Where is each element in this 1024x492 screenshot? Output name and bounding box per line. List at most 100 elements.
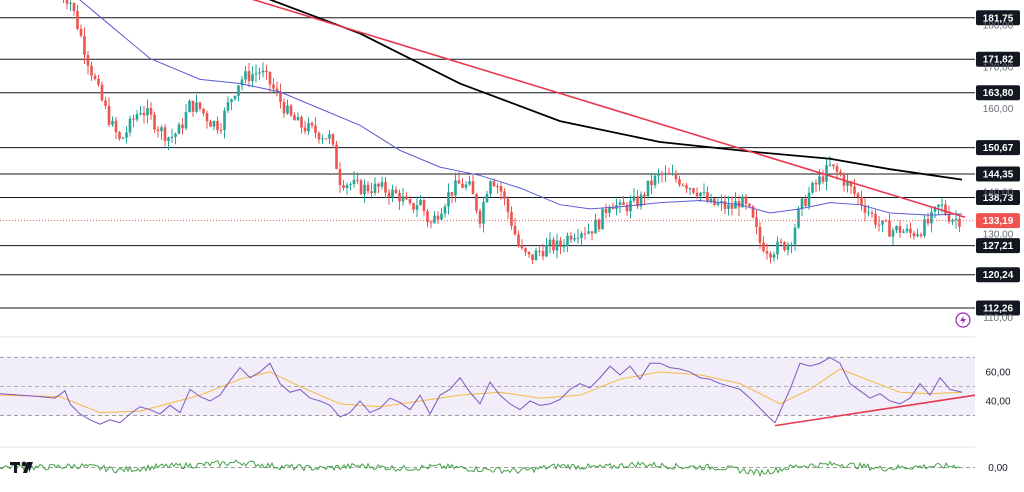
candle-down — [888, 221, 891, 237]
candle-up — [489, 181, 492, 194]
long-ma-line — [268, 0, 963, 181]
candle-up — [363, 184, 366, 195]
candle-down — [279, 91, 282, 102]
candle-up — [195, 102, 198, 112]
candle-down — [265, 70, 268, 72]
candle-up — [954, 218, 958, 221]
candle-down — [877, 224, 881, 226]
candle-up — [699, 192, 702, 197]
level-label: 181,75 — [983, 13, 1014, 24]
candle-up — [447, 192, 450, 207]
candle-up — [632, 196, 636, 201]
candle-down — [769, 253, 772, 258]
candle-down — [268, 71, 272, 85]
candle-up — [485, 193, 489, 203]
candle-down — [765, 251, 769, 254]
candle-up — [601, 208, 604, 230]
candle-up — [940, 204, 944, 206]
candle-up — [727, 204, 730, 209]
candle-down — [839, 171, 842, 176]
candle-up — [212, 120, 216, 127]
candle-up — [139, 112, 142, 115]
trendlines — [251, 0, 966, 218]
tradingview-logo — [10, 461, 33, 473]
downtrend-line — [251, 0, 966, 218]
candle-down — [107, 105, 111, 125]
candle-down — [909, 228, 912, 234]
rsi-tick-label: 40,00 — [985, 396, 1010, 407]
candle-up — [433, 215, 436, 223]
candle-down — [478, 210, 482, 224]
candle-down — [338, 169, 342, 186]
candle-down — [538, 250, 541, 252]
candle-up — [230, 99, 233, 103]
candle-up — [702, 192, 706, 194]
candle-down — [384, 182, 387, 193]
candle-up — [258, 72, 261, 74]
candle-down — [72, 2, 76, 12]
candle-up — [69, 2, 72, 4]
candle-down — [863, 205, 867, 213]
candle-down — [65, 0, 69, 4]
candle-up — [440, 213, 443, 220]
level-label-box — [976, 189, 1020, 205]
candle-down — [762, 242, 765, 252]
candle-down — [706, 192, 709, 202]
candle-down — [912, 233, 916, 237]
candle-up — [233, 95, 237, 100]
rsi-line — [0, 356, 963, 425]
candle-down — [457, 180, 461, 184]
level-label: 163,80 — [983, 88, 1014, 99]
candle-up — [254, 73, 258, 75]
candle-up — [608, 207, 611, 213]
candle-down — [849, 181, 853, 187]
candle-down — [681, 184, 685, 186]
candle-down — [559, 240, 562, 248]
candle-down — [202, 108, 205, 114]
candle-down — [779, 241, 783, 243]
candle-down — [499, 186, 503, 192]
candle-down — [597, 219, 601, 230]
candle-up — [576, 237, 580, 239]
candle-down — [692, 188, 695, 193]
candle-down — [524, 248, 527, 252]
candle-down — [650, 180, 653, 186]
candle-up — [671, 173, 674, 175]
candle-up — [321, 138, 324, 140]
candle-down — [751, 206, 755, 218]
candle-down — [76, 11, 79, 29]
candle-up — [482, 202, 485, 224]
candle-up — [716, 202, 720, 205]
candle-up — [464, 184, 468, 188]
rsi-trendline — [774, 394, 976, 427]
candle-down — [429, 222, 433, 224]
candle-up — [933, 206, 937, 212]
candle-down — [520, 245, 524, 249]
candle-up — [905, 228, 909, 232]
candle-down — [387, 192, 391, 198]
candle-up — [454, 180, 457, 196]
candle-down — [958, 218, 961, 228]
level-label-box — [976, 140, 1020, 156]
price-tick-label: 110,00 — [983, 313, 1013, 324]
candle-down — [832, 164, 835, 167]
candle-down — [90, 65, 93, 76]
candle-down — [405, 196, 408, 200]
moving-averages — [79, 0, 963, 216]
lightning-icon[interactable] — [955, 312, 971, 328]
level-label-box — [976, 238, 1020, 254]
candlestick-series — [63, 0, 961, 265]
candle-down — [730, 204, 734, 209]
candle-down — [674, 173, 678, 180]
level-label: 127,21 — [983, 241, 1014, 252]
candle-down — [552, 239, 555, 251]
candle-up — [930, 211, 933, 224]
candle-up — [286, 105, 289, 114]
candle-down — [748, 203, 751, 207]
candle-down — [814, 182, 818, 185]
candle-down — [300, 116, 303, 128]
candle-up — [349, 184, 352, 186]
candle-down — [723, 201, 727, 209]
candle-up — [380, 182, 384, 187]
